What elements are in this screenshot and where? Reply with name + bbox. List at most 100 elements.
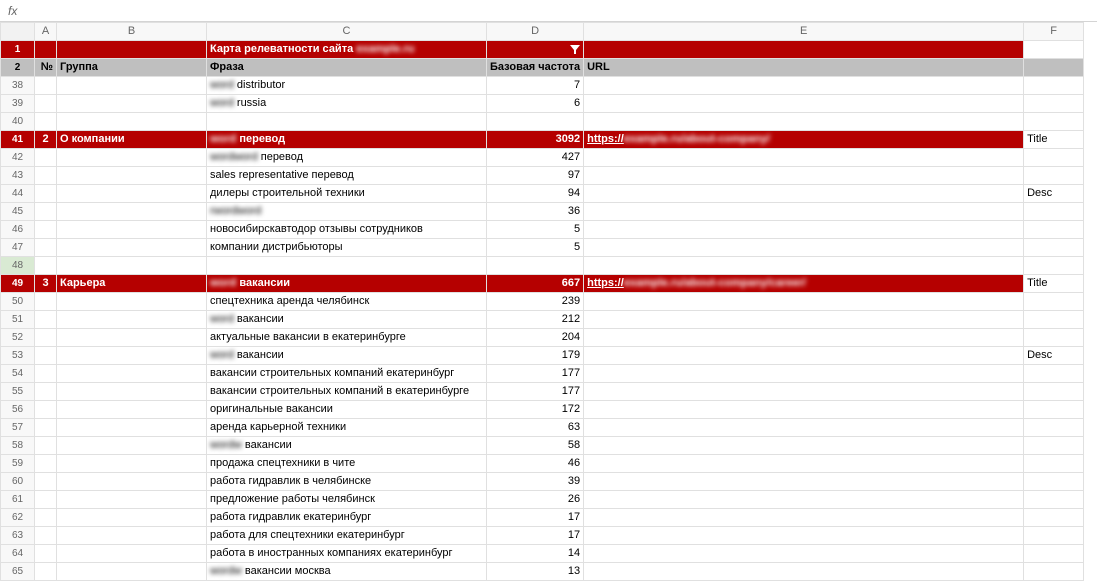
cell-freq[interactable]: 212 bbox=[487, 311, 584, 329]
cell-phrase[interactable]: актуальные вакансии в екатеринбурге bbox=[207, 329, 487, 347]
cell-freq[interactable]: 427 bbox=[487, 149, 584, 167]
cell-num[interactable] bbox=[35, 437, 57, 455]
row-header[interactable]: 64 bbox=[1, 545, 35, 563]
cell-phrase[interactable]: работа гидравлик в челябинске bbox=[207, 473, 487, 491]
cell-phrase[interactable]: wordw вакансии bbox=[207, 437, 487, 455]
cell-meta[interactable] bbox=[1024, 293, 1084, 311]
row-header[interactable]: 1 bbox=[1, 41, 35, 59]
cell-freq[interactable]: 172 bbox=[487, 401, 584, 419]
cell-group[interactable] bbox=[57, 509, 207, 527]
row-header[interactable]: 40 bbox=[1, 113, 35, 131]
select-all-corner[interactable] bbox=[1, 23, 35, 41]
cell-freq[interactable]: 3092 bbox=[487, 131, 584, 149]
cell-group[interactable] bbox=[57, 95, 207, 113]
row-header[interactable]: 61 bbox=[1, 491, 35, 509]
cell-num[interactable]: 3 bbox=[35, 275, 57, 293]
cell-num[interactable] bbox=[35, 365, 57, 383]
header-freq[interactable]: Базовая частота bbox=[487, 59, 584, 77]
row-header[interactable]: 51 bbox=[1, 311, 35, 329]
cell-phrase[interactable]: спецтехника аренда челябинск bbox=[207, 293, 487, 311]
cell-freq[interactable]: 94 bbox=[487, 185, 584, 203]
cell-num[interactable] bbox=[35, 527, 57, 545]
cell-group[interactable] bbox=[57, 419, 207, 437]
cell-phrase[interactable]: word вакансии bbox=[207, 311, 487, 329]
cell-group[interactable] bbox=[57, 491, 207, 509]
cell-url[interactable] bbox=[584, 311, 1024, 329]
cell-meta[interactable] bbox=[1024, 563, 1084, 581]
cell-meta[interactable] bbox=[1024, 419, 1084, 437]
cell-freq[interactable]: 177 bbox=[487, 365, 584, 383]
row-header[interactable]: 50 bbox=[1, 293, 35, 311]
cell-url[interactable]: https://example.ru/about-company/career/ bbox=[584, 275, 1024, 293]
cell-meta[interactable] bbox=[1024, 473, 1084, 491]
cell-url[interactable] bbox=[584, 365, 1024, 383]
cell-meta[interactable] bbox=[1024, 437, 1084, 455]
cell-num[interactable] bbox=[35, 509, 57, 527]
cell-group[interactable] bbox=[57, 383, 207, 401]
cell-num[interactable] bbox=[35, 545, 57, 563]
cell-group[interactable] bbox=[57, 185, 207, 203]
cell-num[interactable]: 2 bbox=[35, 131, 57, 149]
url-link[interactable]: https://example.ru/about-company/ bbox=[587, 133, 770, 145]
cell-url[interactable]: https://example.ru/about-company/ bbox=[584, 131, 1024, 149]
cell-freq[interactable]: 36 bbox=[487, 203, 584, 221]
cell-group[interactable] bbox=[57, 527, 207, 545]
cell-freq[interactable]: 177 bbox=[487, 383, 584, 401]
cell-url[interactable] bbox=[584, 491, 1024, 509]
cell-phrase[interactable]: word вакансии bbox=[207, 275, 487, 293]
row-header[interactable]: 57 bbox=[1, 419, 35, 437]
cell-group[interactable]: Карьера bbox=[57, 275, 207, 293]
cell-group[interactable] bbox=[57, 329, 207, 347]
cell[interactable] bbox=[57, 113, 207, 131]
cell-phrase[interactable]: работа в иностранных компаниях екатеринб… bbox=[207, 545, 487, 563]
row-header[interactable]: 49 bbox=[1, 275, 35, 293]
cell[interactable] bbox=[35, 257, 57, 275]
cell-freq[interactable]: 39 bbox=[487, 473, 584, 491]
cell-num[interactable] bbox=[35, 347, 57, 365]
cell-num[interactable] bbox=[35, 95, 57, 113]
cell-phrase[interactable]: wordw вакансии москва bbox=[207, 563, 487, 581]
cell-freq[interactable]: 239 bbox=[487, 293, 584, 311]
cell-meta[interactable] bbox=[1024, 221, 1084, 239]
row-header[interactable]: 54 bbox=[1, 365, 35, 383]
cell-url[interactable] bbox=[584, 347, 1024, 365]
cell[interactable] bbox=[1024, 41, 1084, 59]
cell-meta[interactable] bbox=[1024, 203, 1084, 221]
row-header[interactable]: 65 bbox=[1, 563, 35, 581]
row-header[interactable]: 60 bbox=[1, 473, 35, 491]
cell-group[interactable] bbox=[57, 77, 207, 95]
cell-url[interactable] bbox=[584, 473, 1024, 491]
cell-group[interactable] bbox=[57, 293, 207, 311]
cell-meta[interactable]: Title bbox=[1024, 275, 1084, 293]
cell-phrase[interactable]: word вакансии bbox=[207, 347, 487, 365]
cell-url[interactable] bbox=[584, 77, 1024, 95]
cell-freq[interactable]: 5 bbox=[487, 221, 584, 239]
col-header-F[interactable]: F bbox=[1024, 23, 1084, 41]
cell-freq[interactable]: 7 bbox=[487, 77, 584, 95]
cell-meta[interactable] bbox=[1024, 95, 1084, 113]
cell-freq[interactable]: 63 bbox=[487, 419, 584, 437]
cell-meta[interactable] bbox=[1024, 401, 1084, 419]
cell-phrase[interactable]: вакансии строительных компаний в екатери… bbox=[207, 383, 487, 401]
cell-freq[interactable]: 26 bbox=[487, 491, 584, 509]
cell-meta[interactable]: Desc bbox=[1024, 347, 1084, 365]
cell-meta[interactable] bbox=[1024, 167, 1084, 185]
row-header[interactable]: 58 bbox=[1, 437, 35, 455]
cell-meta[interactable] bbox=[1024, 491, 1084, 509]
cell-url[interactable] bbox=[584, 401, 1024, 419]
cell-meta[interactable] bbox=[1024, 527, 1084, 545]
cell-group[interactable] bbox=[57, 455, 207, 473]
col-header-D[interactable]: D bbox=[487, 23, 584, 41]
cell-group[interactable] bbox=[57, 545, 207, 563]
cell-num[interactable] bbox=[35, 311, 57, 329]
cell-phrase[interactable]: новосибирскавтодор отзывы сотрудников bbox=[207, 221, 487, 239]
header-url[interactable]: URL bbox=[584, 59, 1024, 77]
cell[interactable] bbox=[207, 113, 487, 131]
row-header[interactable]: 2 bbox=[1, 59, 35, 77]
cell[interactable] bbox=[584, 113, 1024, 131]
cell[interactable] bbox=[57, 41, 207, 59]
cell-url[interactable] bbox=[584, 437, 1024, 455]
cell-num[interactable] bbox=[35, 149, 57, 167]
cell-freq[interactable]: 667 bbox=[487, 275, 584, 293]
cell-meta[interactable] bbox=[1024, 239, 1084, 257]
